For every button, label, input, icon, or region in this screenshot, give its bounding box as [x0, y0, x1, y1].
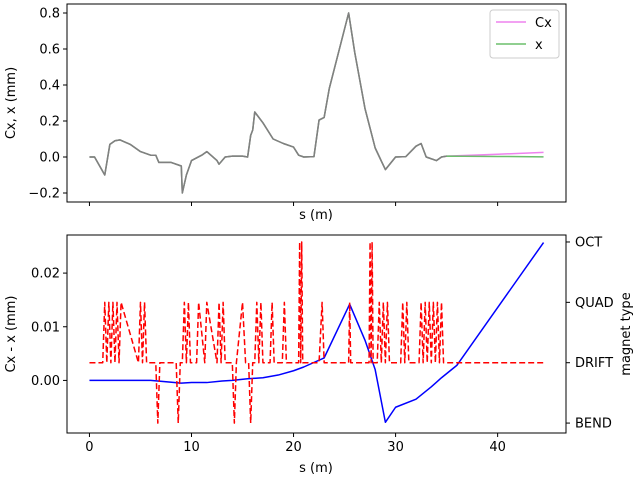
bottom-x-tick-label: 30 — [387, 440, 404, 455]
bottom-x-axis-label: s (m) — [299, 461, 333, 476]
top-series-line-2 — [89, 12, 447, 194]
bottom-y2-tick-label: BEND — [575, 417, 612, 432]
bottom-y2-tick-label: DRIFT — [575, 356, 613, 371]
top-plot-frame — [66, 3, 567, 203]
bottom-x-tick-label: 10 — [183, 440, 200, 455]
bottom-y-tick-label: 0.02 — [31, 267, 60, 282]
bottom-series-line-0 — [89, 242, 545, 424]
legend-label-cx: Cx — [535, 16, 552, 31]
bottom-y2-tick-label: OCT — [575, 235, 602, 250]
bottom-y2-axis-label: magnet type — [619, 292, 634, 375]
top-y-tick-label: 0.8 — [39, 7, 60, 22]
top-legend: Cx x — [489, 9, 560, 59]
bottom-chart: 0.00 0.01 0.02 0 10 20 30 40 BEND DRIFT QUAD OCT s … — [4, 234, 634, 476]
top-y-tick-label: 0.6 — [39, 43, 60, 58]
bottom-x-tick-label: 20 — [285, 440, 302, 455]
bottom-y-tick-label: 0.01 — [31, 320, 60, 335]
bottom-y-tick-label: 0.00 — [31, 374, 60, 389]
top-chart: −0.2 0.0 0.2 0.4 0.6 0.8 s (m) Cx, x (mm) Cx … — [4, 3, 567, 223]
top-y-tick-label: 0.4 — [39, 79, 60, 94]
bottom-y2-tick-label: QUAD — [575, 296, 614, 311]
top-y-tick-label: 0.0 — [39, 151, 60, 166]
legend-label-x: x — [535, 38, 543, 53]
top-y-tick-label: −0.2 — [28, 187, 60, 202]
bottom-x-tick-label: 0 — [85, 440, 93, 455]
top-x-axis-label: s (m) — [299, 208, 333, 223]
bottom-plot-frame — [66, 234, 567, 434]
bottom-x-tick-label: 40 — [489, 440, 506, 455]
top-y-axis-label: Cx, x (mm) — [4, 67, 19, 139]
bottom-y-axis-label: Cx - x (mm) — [4, 295, 19, 372]
bottom-series-line-1 — [89, 241, 544, 424]
top-y-tick-label: 0.2 — [39, 115, 60, 130]
